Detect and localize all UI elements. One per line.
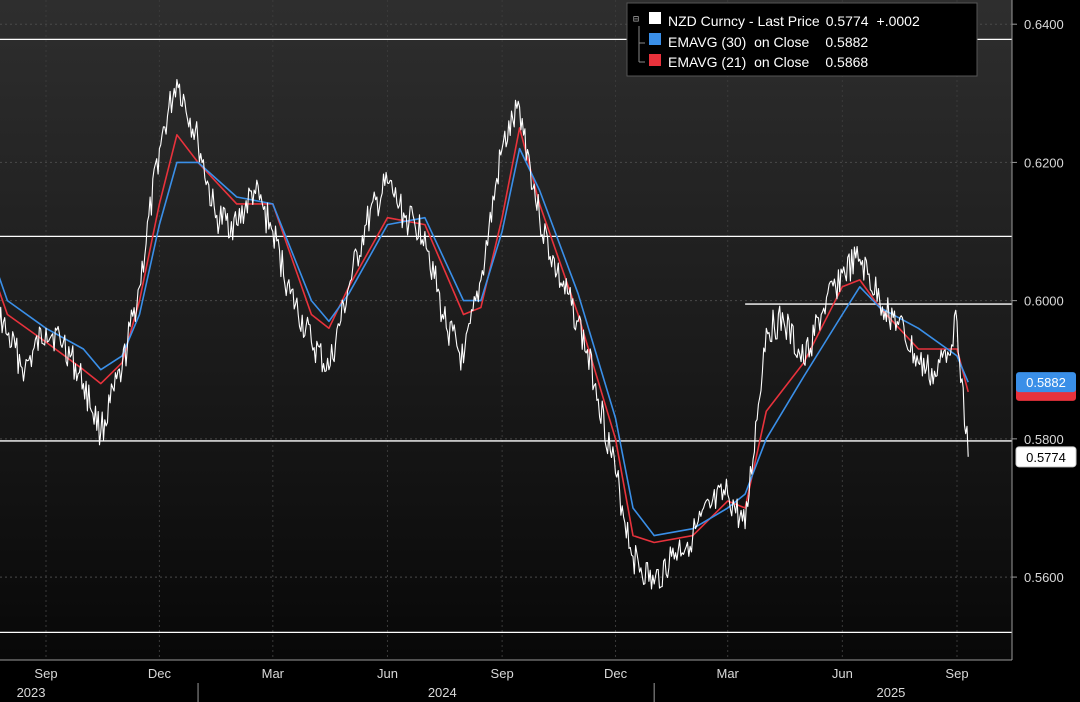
y-tick-label-1: 0.5800 <box>1024 432 1064 447</box>
x-tick-label-0: Sep <box>34 666 57 681</box>
legend-tree-lines <box>638 26 645 63</box>
tag-bg-1 <box>1015 446 1077 468</box>
legend-change-price: +.0002 <box>877 13 920 29</box>
tag-label-1: 0.5774 <box>1026 450 1066 465</box>
legend-value-ema30: 0.5882 <box>825 34 868 50</box>
bottom-axis-background <box>0 660 1012 702</box>
legend-value-price: 0.5774 <box>826 13 869 29</box>
x-tick-label-8: Sep <box>945 666 968 681</box>
legend-label-ema30: EMAVG (30) on Close <box>668 34 810 50</box>
last-value-tags: 0.5882 0.5774 <box>1015 372 1077 468</box>
y-tick-label-3: 0.6200 <box>1024 155 1064 170</box>
x-tick-label-1: Dec <box>148 666 172 681</box>
x-tick-label-4: Sep <box>491 666 514 681</box>
series-line-price <box>0 78 969 590</box>
y-tick-label-2: 0.6000 <box>1024 294 1064 309</box>
legend-box <box>626 2 978 77</box>
legend-swatch-price <box>649 12 661 24</box>
right-axis-background <box>1012 0 1080 702</box>
tag-label-0: 0.5882 <box>1026 375 1066 390</box>
x-tick-label-6: Mar <box>716 666 739 681</box>
legend: ⊟ NZD Curncy - Last Price 0.5774 +.0002 EM… <box>626 2 978 77</box>
horizontal-levels <box>0 38 1012 634</box>
x-axis: Sep Dec Mar Jun Sep Dec Mar Jun Sep 2023 2024 2025 <box>0 659 1012 702</box>
legend-label-price: NZD Curncy - Last Price <box>668 13 820 29</box>
x-tick-label-5: Dec <box>604 666 628 681</box>
y-tick-label-4: 0.6400 <box>1024 17 1064 32</box>
y-axis: 0.5600 0.5800 0.6000 0.6200 0.6400 <box>1012 17 1064 585</box>
x-tick-label-2: Mar <box>262 666 285 681</box>
legend-swatch-ema30 <box>649 33 661 45</box>
series-line-ema30 <box>0 147 969 537</box>
legend-swatch-ema21 <box>649 54 661 66</box>
legend-value-ema21: 0.5868 <box>825 54 868 70</box>
year-label-0: 2023 <box>17 685 46 700</box>
x-tick-label-3: Jun <box>377 666 398 681</box>
plot-background <box>0 0 1012 660</box>
legend-collapse-icon[interactable]: ⊟ <box>633 14 639 25</box>
year-label-1: 2024 <box>428 685 457 700</box>
year-label-2: 2025 <box>876 685 905 700</box>
series-layer <box>0 78 969 590</box>
x-tick-label-7: Jun <box>832 666 853 681</box>
tag-bg-0 <box>1016 372 1076 393</box>
y-tick-label-0: 0.5600 <box>1024 570 1064 585</box>
legend-label-ema21: EMAVG (21) on Close <box>668 54 810 70</box>
